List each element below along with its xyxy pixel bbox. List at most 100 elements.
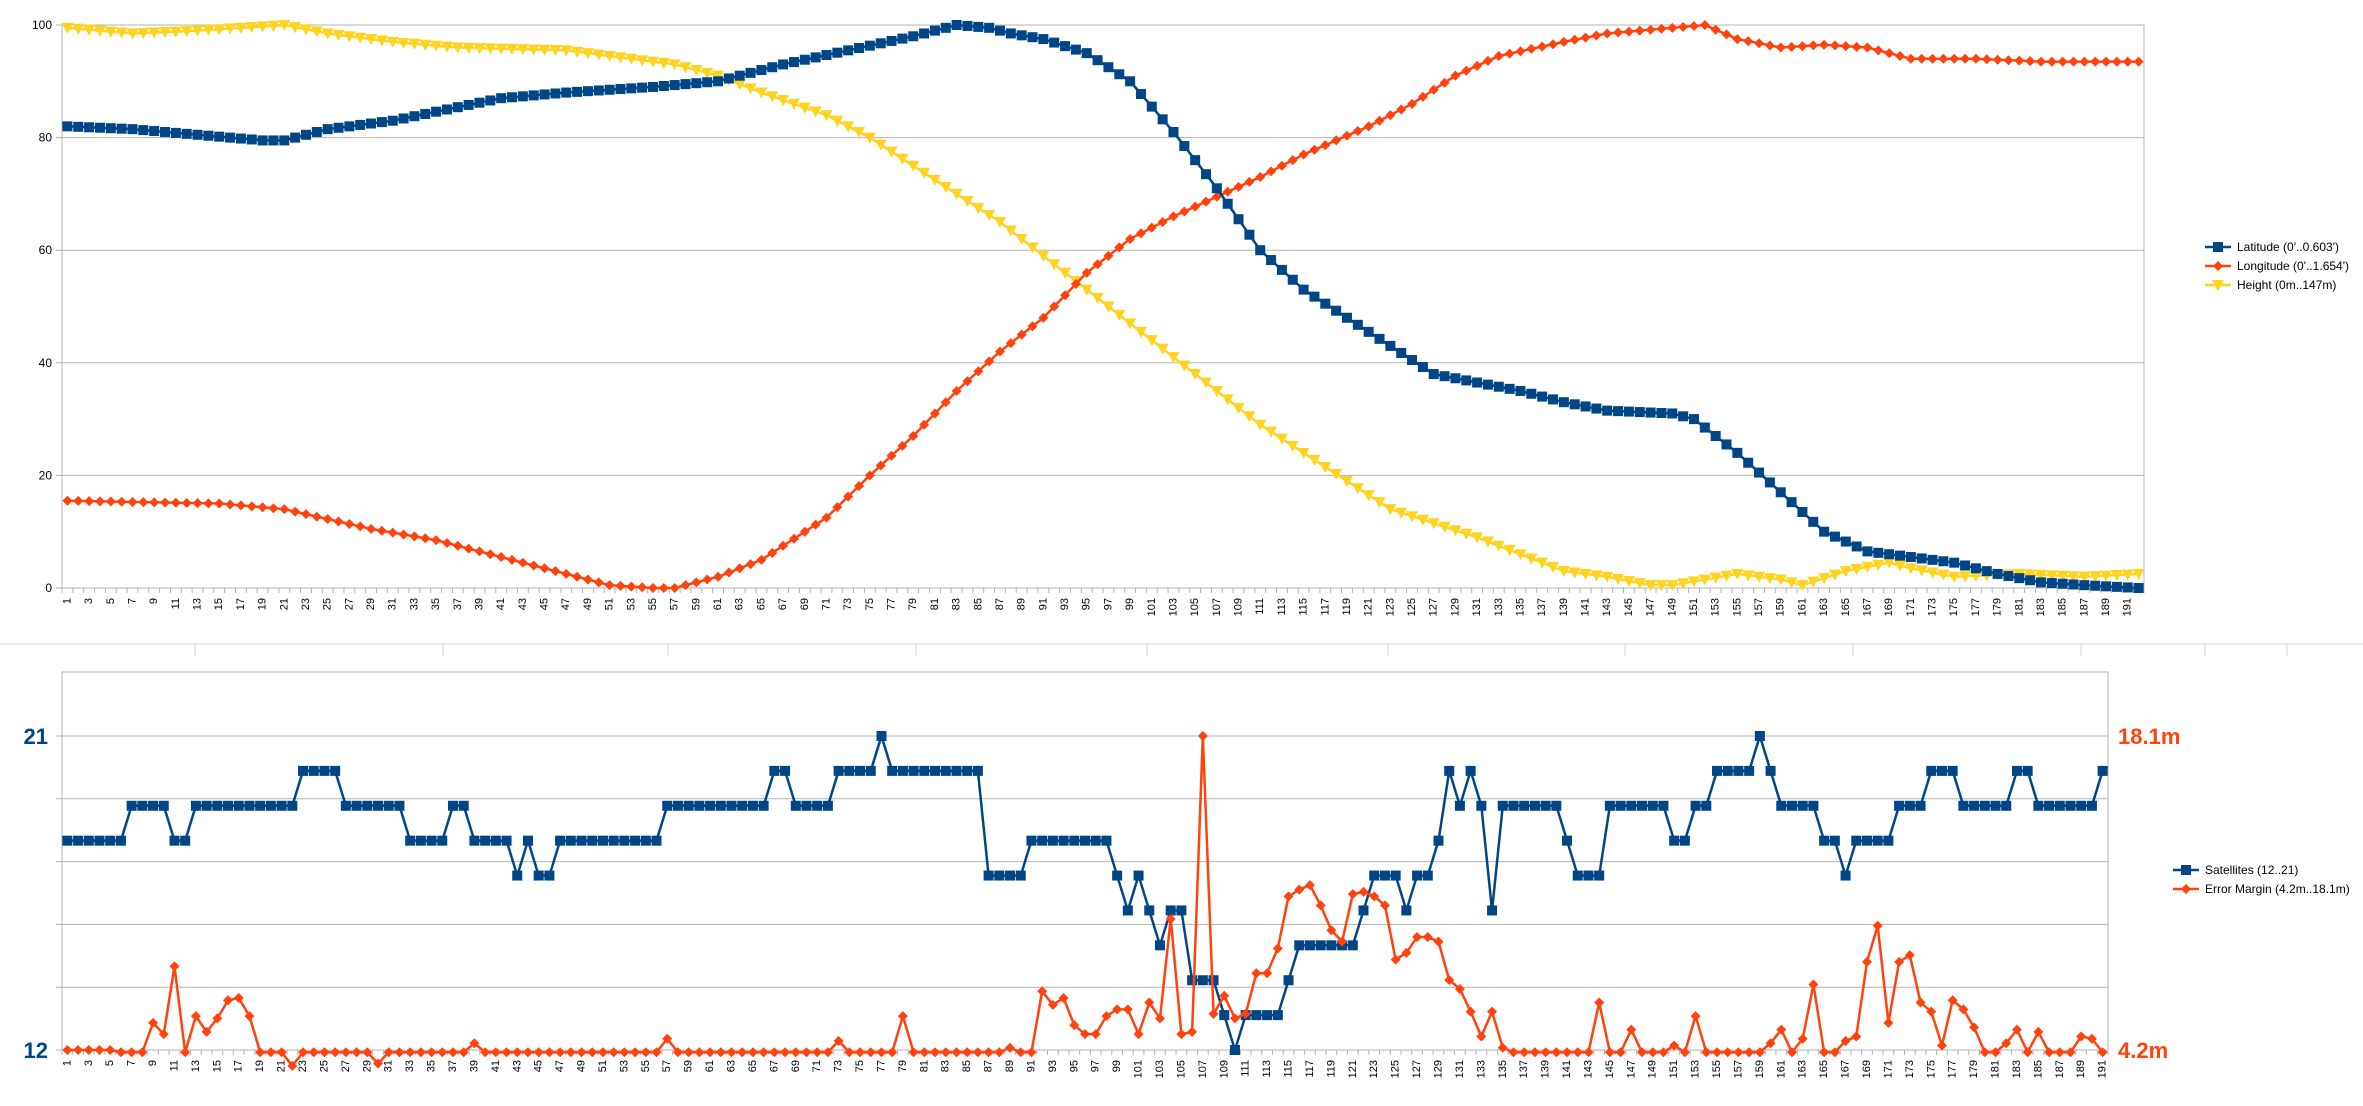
longitude-point xyxy=(1482,55,1493,66)
longitude-point xyxy=(1472,60,1483,71)
height-point xyxy=(72,23,85,35)
longitude-point xyxy=(1266,166,1277,177)
latitude-point xyxy=(1558,397,1569,408)
longitude-point xyxy=(1743,36,1754,47)
satellites-point xyxy=(1197,975,1208,986)
satellites-point xyxy=(62,835,73,846)
longitude-point xyxy=(333,516,344,527)
latitude-point xyxy=(1472,377,1483,388)
height-point xyxy=(1286,440,1299,452)
bottom-x-tick-label: 145 xyxy=(1604,1060,1616,1078)
latitude-point xyxy=(84,122,95,133)
error-margin-point xyxy=(758,1047,769,1058)
top-x-tick-label: 37 xyxy=(452,598,464,610)
satellites-point xyxy=(190,800,201,811)
longitude-point xyxy=(669,583,680,593)
height-point xyxy=(256,21,269,33)
latitude-point xyxy=(300,129,311,140)
satellites-point xyxy=(1090,835,1101,846)
longitude-point xyxy=(94,496,105,507)
error-margin-point xyxy=(2044,1047,2055,1058)
height-point xyxy=(831,115,844,127)
longitude-point xyxy=(1970,53,1981,64)
bottom-x-tick-label: 107 xyxy=(1197,1060,1209,1078)
top-x-tick-label: 165 xyxy=(1840,598,1852,616)
satellites-point xyxy=(1690,800,1701,811)
latitude-point xyxy=(864,40,875,51)
satellites-point xyxy=(1047,835,1058,846)
top-x-tick-label: 135 xyxy=(1514,598,1526,616)
longitude-point xyxy=(1417,91,1428,102)
error-margin-point xyxy=(2054,1047,2065,1058)
satellites-point xyxy=(780,765,791,776)
longitude-point xyxy=(940,397,951,408)
satellites-point xyxy=(2022,765,2033,776)
satellites-point xyxy=(351,800,362,811)
error-margin-point xyxy=(1562,1047,1573,1058)
height-point xyxy=(798,102,811,114)
satellites-point xyxy=(694,800,705,811)
longitude-point xyxy=(626,581,637,592)
bottom-x-tick-label: 119 xyxy=(1325,1060,1337,1078)
latitude-point xyxy=(138,125,149,136)
latitude-point xyxy=(1482,379,1493,390)
top-x-tick-label: 57 xyxy=(669,598,681,610)
error-margin-point xyxy=(351,1047,362,1058)
error-margin-point xyxy=(1669,1040,1680,1051)
height-point xyxy=(581,48,594,60)
height-point xyxy=(928,174,941,186)
height-point xyxy=(592,49,605,61)
error-margin-point xyxy=(276,1047,287,1058)
top-x-tick-label: 139 xyxy=(1558,598,1570,616)
latitude-point xyxy=(1060,41,1071,52)
right-axis-max-label: 18.1m xyxy=(2118,724,2180,749)
top-x-tick-label: 41 xyxy=(495,598,507,610)
longitude-point xyxy=(582,574,593,585)
error-margin-point xyxy=(1829,1047,1840,1058)
longitude-point xyxy=(1851,41,1862,52)
height-point xyxy=(1687,576,1700,588)
longitude-point xyxy=(1016,329,1027,340)
error-margin-point xyxy=(480,1047,491,1058)
longitude-point xyxy=(192,498,203,509)
error-margin-point xyxy=(1861,956,1872,967)
longitude-point xyxy=(1873,45,1884,56)
error-margin-point xyxy=(62,1045,73,1055)
bottom-x-tick-label: 117 xyxy=(1304,1060,1316,1078)
latitude-series-line xyxy=(67,23,2139,590)
error-margin-point xyxy=(394,1047,405,1058)
satellites-point xyxy=(1165,905,1176,916)
top-x-tick-label: 95 xyxy=(1081,598,1093,610)
longitude-point xyxy=(1038,312,1049,323)
latitude-point xyxy=(810,52,821,63)
top-x-tick-label: 79 xyxy=(907,598,919,610)
bottom-plot-area xyxy=(61,671,2109,1051)
latitude-point xyxy=(1786,497,1797,508)
top-y-tick-label: 100 xyxy=(32,18,52,32)
longitude-point xyxy=(290,506,301,517)
satellites-point xyxy=(1637,800,1648,811)
error-margin-point xyxy=(2001,1038,2012,1049)
error-margin-point xyxy=(1754,1047,1765,1058)
latitude-point xyxy=(1960,560,1971,571)
longitude-point xyxy=(1797,41,1808,52)
latitude-point xyxy=(1526,388,1537,399)
bottom-x-tick-label: 173 xyxy=(1904,1060,1916,1078)
error-margin-point xyxy=(822,1047,833,1058)
latitude-point xyxy=(507,92,518,103)
error-margin-point xyxy=(1187,1026,1198,1037)
height-point xyxy=(1655,580,1668,592)
longitude-point xyxy=(723,567,734,578)
error-margin-point xyxy=(1347,889,1358,900)
legend-error-margin-marker xyxy=(2181,884,2191,894)
legend-latitude-label: Latitude (0'..0.603') xyxy=(2237,240,2339,254)
longitude-point xyxy=(2057,56,2068,67)
height-point xyxy=(1406,511,1419,523)
top-x-tick-label: 77 xyxy=(886,598,898,610)
satellites-point xyxy=(897,765,908,776)
latitude-point xyxy=(387,115,398,126)
longitude-point xyxy=(1732,34,1743,45)
error-margin-point xyxy=(640,1047,651,1058)
bottom-x-tick-label: 159 xyxy=(1754,1060,1766,1078)
error-margin-point xyxy=(608,1047,619,1058)
